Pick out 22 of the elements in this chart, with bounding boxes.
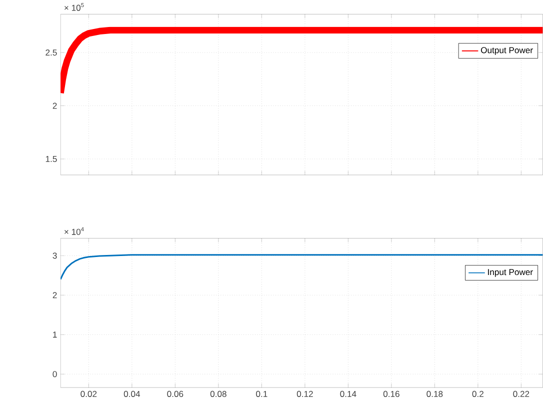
y-tick-label: 1.5 bbox=[46, 156, 57, 162]
text: × 10$^{5}$ bbox=[64, 3, 84, 11]
legend-label: Output Power bbox=[480, 47, 533, 55]
y-tick-label: 3 bbox=[52, 252, 57, 259]
y-tick-label: 1 bbox=[53, 332, 57, 338]
x-tick-label: 0.2 bbox=[472, 390, 484, 397]
y-tick-label: 2 bbox=[52, 102, 57, 109]
x-tick-label: 0.14 bbox=[340, 390, 356, 397]
x-tick-label: 0.12 bbox=[296, 390, 313, 397]
x-tick-label: 0.04 bbox=[124, 390, 140, 397]
x-tick-label: 0.22 bbox=[513, 390, 530, 397]
y-tick-label: 2 bbox=[52, 292, 57, 298]
legend-label: Input Power bbox=[488, 269, 533, 277]
x-tick-label: 0.06 bbox=[167, 390, 184, 397]
x-tick-label: 0.1 bbox=[256, 390, 268, 397]
text: × 10$^{4}$ bbox=[64, 227, 84, 235]
x-tick-label: 0.08 bbox=[210, 390, 226, 397]
y-tick-label: 0 bbox=[52, 370, 57, 378]
x-tick-label: 0.02 bbox=[80, 390, 97, 397]
x-tick-label: 0.18 bbox=[426, 390, 443, 397]
y-tick-label: 2.5 bbox=[46, 49, 57, 56]
x-tick-label: 0.16 bbox=[383, 390, 400, 397]
